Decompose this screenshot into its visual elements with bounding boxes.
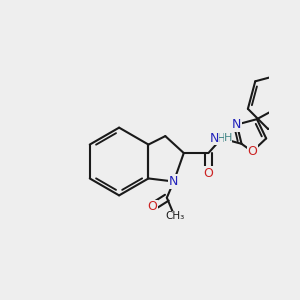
Text: H: H [217, 132, 226, 145]
Text: O: O [147, 200, 157, 213]
Text: O: O [248, 145, 257, 158]
Text: CH₃: CH₃ [165, 211, 184, 221]
Text: H: H [224, 134, 232, 143]
Text: N: N [232, 118, 242, 131]
Text: N: N [210, 132, 219, 145]
Text: O: O [203, 167, 213, 180]
Text: N: N [169, 175, 178, 188]
